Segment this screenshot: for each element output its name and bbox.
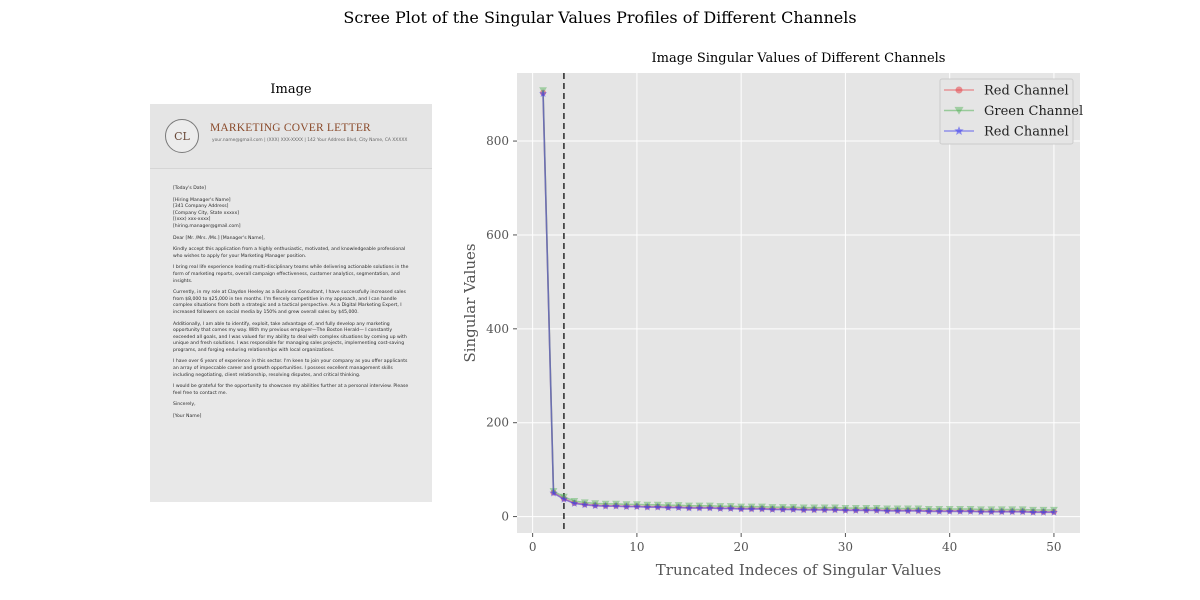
image-panel-title: Image — [270, 82, 312, 97]
data-point — [997, 507, 1006, 516]
data-point — [726, 504, 735, 512]
data-point — [705, 503, 714, 512]
data-point — [893, 506, 902, 515]
data-point — [539, 89, 548, 98]
data-point — [862, 506, 871, 514]
plot-background — [517, 73, 1080, 533]
x-tick-label: 30 — [838, 540, 853, 554]
legend-box — [939, 78, 1074, 145]
data-point — [758, 504, 766, 513]
y-tick-label: 600 — [486, 228, 509, 242]
figure-title: Scree Plot of the Singular Values Profil… — [343, 8, 857, 27]
data-point — [976, 507, 985, 516]
data-point — [987, 507, 996, 516]
data-point — [674, 503, 683, 512]
legend-label: Red Channel — [984, 84, 1069, 99]
data-point — [1029, 508, 1038, 516]
data-point — [591, 501, 600, 510]
data-point — [716, 504, 725, 512]
data-point — [778, 505, 787, 513]
data-point — [1049, 508, 1058, 516]
monogram-badge: CL — [165, 119, 199, 153]
legend-label: Green Channel — [984, 104, 1083, 119]
letter-paragraph: I would be grateful for the opportunity … — [173, 384, 409, 396]
letter-heading: MARKETING COVER LETTER — [210, 122, 371, 134]
data-point — [664, 503, 673, 512]
data-point — [841, 506, 850, 514]
data-point — [643, 502, 652, 511]
letter-body: [Today's Date] [Hiring Manager's Name] [34… — [173, 186, 413, 426]
data-point — [945, 507, 954, 515]
data-point — [685, 503, 694, 512]
data-point — [1008, 507, 1017, 516]
legend: Red Channel Green Channel Red Channel — [939, 78, 1083, 145]
series-line — [542, 90, 1054, 511]
y-tick-label: 200 — [486, 416, 509, 430]
data-point — [559, 495, 568, 503]
data-point — [768, 505, 777, 513]
y-axis-label: Singular Values — [461, 243, 479, 362]
letter-paragraph: Additionally, I am able to identify, exp… — [173, 321, 407, 353]
data-point — [632, 502, 641, 511]
data-point — [580, 500, 589, 509]
x-axis-label: Truncated Indeces of Singular Values — [656, 561, 941, 579]
letter-paragraph: [Hiring Manager's Name] [341 Company Addr… — [173, 197, 241, 229]
data-point — [601, 502, 610, 510]
x-tick-label: 20 — [734, 540, 749, 554]
data-point — [851, 506, 860, 514]
data-point — [820, 505, 829, 514]
data-point — [810, 505, 819, 514]
legend-marker — [954, 126, 964, 135]
legend-marker — [955, 86, 963, 94]
letter-paragraph: [Today's Date] — [173, 186, 206, 191]
data-point — [956, 507, 965, 515]
legend-label: Red Channel — [984, 125, 1069, 140]
data-point — [789, 505, 798, 513]
letter-paragraph: Dear [Mr. /Mrs. /Ms.] [Manager's Name], — [173, 235, 265, 241]
letter-paragraph: I bring real life experience leading mul… — [173, 265, 409, 284]
data-point — [935, 507, 944, 515]
x-tick-label: 0 — [529, 540, 537, 554]
letter-paragraph: [Your Name] — [173, 414, 202, 420]
letter-paragraph: Sincerely, — [173, 402, 196, 408]
data-point — [924, 507, 933, 515]
letter-header: CL MARKETING COVER LETTER your.name@gmai… — [150, 104, 432, 169]
data-point — [549, 488, 558, 497]
data-point — [695, 503, 704, 512]
data-point — [737, 504, 746, 513]
y-tick-label: 0 — [501, 510, 509, 524]
letter-paragraph: Kindly accept this application from a hi… — [173, 247, 406, 259]
data-point — [883, 506, 892, 515]
x-tick-label: 10 — [629, 540, 644, 554]
y-tick-label: 400 — [486, 322, 509, 336]
x-tick-label: 40 — [942, 540, 957, 554]
data-point — [872, 506, 881, 514]
legend-marker — [954, 106, 964, 115]
data-point — [570, 499, 579, 507]
letter-contact-line: your.name@gmail.com | (XXX) XXX-XXXX | 1… — [212, 138, 408, 143]
x-tick-label: 50 — [1046, 540, 1061, 554]
data-point — [831, 505, 839, 514]
data-point — [799, 505, 808, 514]
cover-letter-image: CL MARKETING COVER LETTER your.name@gmai… — [150, 104, 432, 502]
data-point — [612, 502, 621, 510]
data-point — [653, 502, 662, 511]
letter-paragraph: I have over 6 years of experience in thi… — [173, 359, 408, 378]
data-point — [914, 506, 923, 515]
series-red-channel-2 — [539, 89, 1058, 516]
data-point — [1039, 508, 1048, 516]
chart-title: Image Singular Values of Different Chann… — [651, 51, 946, 66]
data-point — [1018, 507, 1027, 516]
y-tick-label: 800 — [486, 134, 509, 148]
data-point — [903, 506, 912, 515]
data-point — [966, 507, 975, 515]
letter-paragraph: Currently, in my role at Claydon Heeley … — [173, 290, 406, 315]
data-point — [747, 504, 756, 513]
data-point — [622, 502, 631, 511]
